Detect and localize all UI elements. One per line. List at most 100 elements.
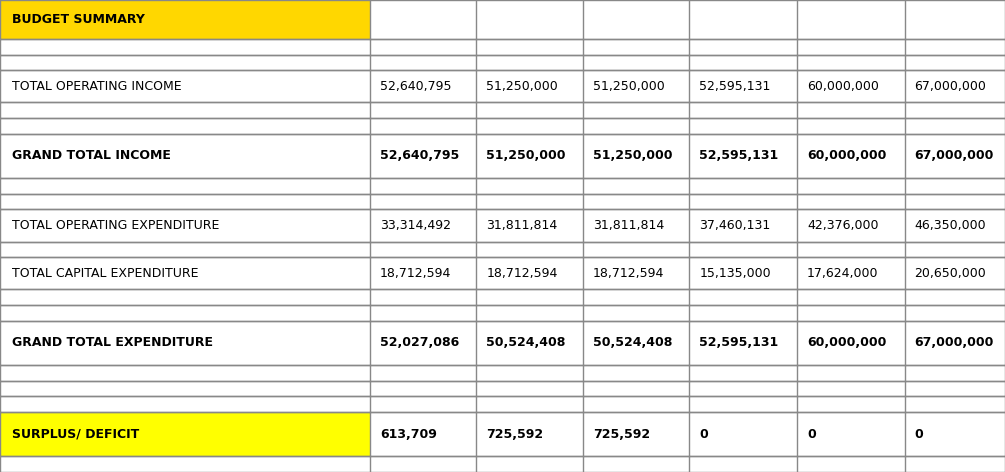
Bar — [370, 102, 476, 118]
Bar — [0, 102, 370, 118]
Bar — [797, 0, 904, 39]
Bar — [476, 257, 583, 289]
Bar — [797, 178, 904, 194]
Bar — [797, 381, 904, 396]
Bar — [370, 412, 476, 456]
Bar — [370, 381, 476, 396]
Bar — [583, 70, 689, 102]
Bar — [689, 178, 797, 194]
Bar — [904, 320, 1005, 365]
Bar — [797, 396, 904, 412]
Bar — [370, 396, 476, 412]
Bar — [0, 456, 370, 472]
Bar — [583, 257, 689, 289]
Bar — [583, 0, 689, 39]
Text: 51,250,000: 51,250,000 — [486, 80, 558, 93]
Bar — [583, 242, 689, 257]
Bar — [904, 257, 1005, 289]
Bar — [797, 55, 904, 70]
Text: 46,350,000: 46,350,000 — [915, 219, 986, 232]
Bar — [689, 381, 797, 396]
Bar — [0, 305, 370, 320]
Text: 52,640,795: 52,640,795 — [380, 80, 451, 93]
Text: 20,650,000: 20,650,000 — [915, 267, 986, 280]
Bar — [904, 305, 1005, 320]
Bar — [904, 70, 1005, 102]
Bar — [370, 55, 476, 70]
Text: 18,712,594: 18,712,594 — [486, 267, 558, 280]
Bar — [904, 209, 1005, 242]
Bar — [583, 55, 689, 70]
Bar — [797, 194, 904, 209]
Bar — [797, 242, 904, 257]
Bar — [370, 178, 476, 194]
Bar — [904, 396, 1005, 412]
Bar — [689, 102, 797, 118]
Bar — [797, 412, 904, 456]
Text: GRAND TOTAL EXPENDITURE: GRAND TOTAL EXPENDITURE — [12, 337, 213, 349]
Bar — [370, 39, 476, 55]
Bar — [904, 194, 1005, 209]
Text: 0: 0 — [915, 428, 924, 441]
Text: 50,524,408: 50,524,408 — [593, 337, 672, 349]
Text: 51,250,000: 51,250,000 — [593, 80, 664, 93]
Bar — [0, 55, 370, 70]
Bar — [583, 39, 689, 55]
Bar — [689, 242, 797, 257]
Text: 67,000,000: 67,000,000 — [915, 149, 994, 162]
Text: 51,250,000: 51,250,000 — [486, 149, 566, 162]
Bar — [904, 178, 1005, 194]
Bar — [0, 209, 370, 242]
Bar — [0, 134, 370, 178]
Bar — [0, 381, 370, 396]
Bar — [689, 365, 797, 381]
Bar — [689, 55, 797, 70]
Bar — [476, 209, 583, 242]
Bar — [476, 194, 583, 209]
Bar — [904, 412, 1005, 456]
Text: 725,592: 725,592 — [593, 428, 650, 441]
Bar — [689, 194, 797, 209]
Bar — [689, 257, 797, 289]
Text: 0: 0 — [807, 428, 816, 441]
Bar — [0, 39, 370, 55]
Bar — [583, 412, 689, 456]
Text: 51,250,000: 51,250,000 — [593, 149, 672, 162]
Bar — [583, 194, 689, 209]
Bar — [797, 456, 904, 472]
Bar — [0, 118, 370, 134]
Text: 725,592: 725,592 — [486, 428, 544, 441]
Bar — [689, 134, 797, 178]
Text: TOTAL CAPITAL EXPENDITURE: TOTAL CAPITAL EXPENDITURE — [12, 267, 199, 280]
Bar — [370, 194, 476, 209]
Bar — [476, 134, 583, 178]
Bar — [0, 0, 370, 39]
Text: TOTAL OPERATING INCOME: TOTAL OPERATING INCOME — [12, 80, 182, 93]
Text: SURPLUS/ DEFICIT: SURPLUS/ DEFICIT — [12, 428, 140, 441]
Text: 52,595,131: 52,595,131 — [699, 149, 779, 162]
Bar — [797, 305, 904, 320]
Bar — [476, 55, 583, 70]
Bar — [370, 365, 476, 381]
Bar — [476, 102, 583, 118]
Bar — [583, 456, 689, 472]
Bar — [904, 55, 1005, 70]
Bar — [689, 39, 797, 55]
Bar — [904, 102, 1005, 118]
Bar — [370, 70, 476, 102]
Bar — [0, 320, 370, 365]
Bar — [476, 39, 583, 55]
Bar — [797, 365, 904, 381]
Bar — [370, 305, 476, 320]
Bar — [689, 118, 797, 134]
Text: 18,712,594: 18,712,594 — [593, 267, 664, 280]
Text: 52,640,795: 52,640,795 — [380, 149, 459, 162]
Bar — [904, 289, 1005, 305]
Bar — [476, 412, 583, 456]
Text: 31,811,814: 31,811,814 — [486, 219, 558, 232]
Bar — [583, 289, 689, 305]
Bar — [583, 381, 689, 396]
Bar — [797, 70, 904, 102]
Bar — [0, 289, 370, 305]
Bar — [797, 39, 904, 55]
